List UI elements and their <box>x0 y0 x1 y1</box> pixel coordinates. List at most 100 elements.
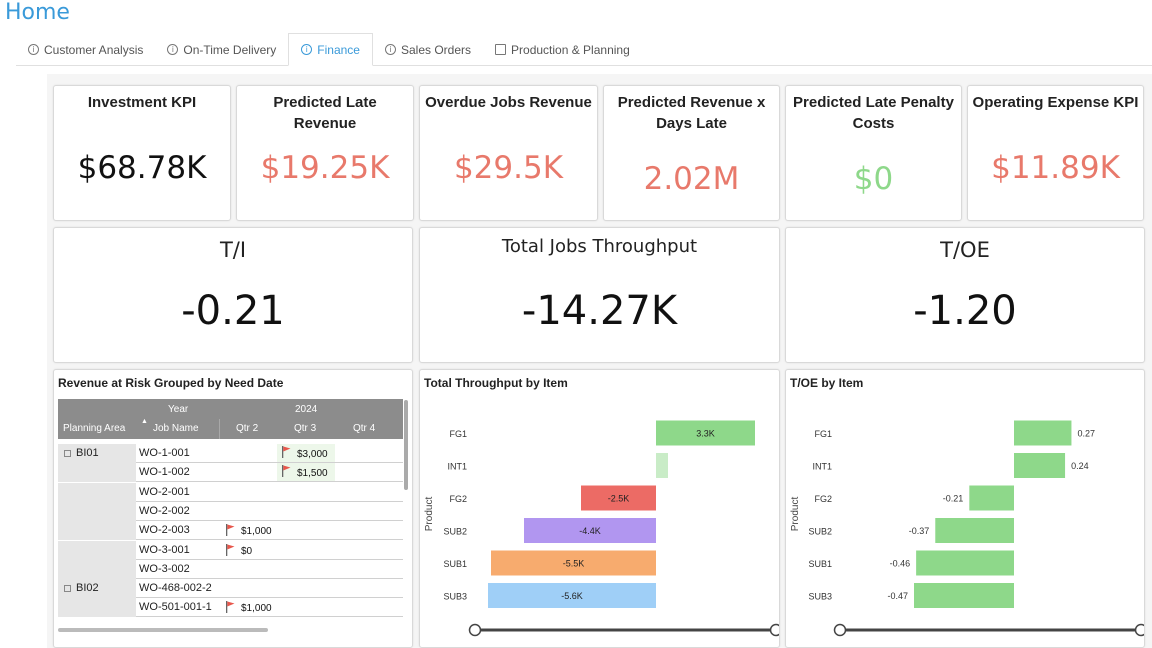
category-label: FG1 <box>449 429 467 439</box>
y-axis-title: Product <box>424 497 435 532</box>
tab-on-time-delivery[interactable]: i On-Time Delivery <box>155 33 288 66</box>
qtr4-header[interactable]: Qtr 4 <box>353 423 376 434</box>
bar <box>969 485 1014 511</box>
tab-finance[interactable]: i Finance <box>288 33 373 66</box>
range-slider-handle-right <box>1134 623 1144 637</box>
table-row[interactable]: BI02 WO-468-002-2 <box>58 579 403 599</box>
tab-customer-analysis[interactable]: i Customer Analysis <box>16 33 155 66</box>
data-label: -0.46 <box>890 559 911 569</box>
kpi-title: Investment KPI <box>87 94 197 111</box>
bar <box>524 518 656 543</box>
kpi-card-operating-expense[interactable]: Operating Expense KPI $11.89K <box>967 85 1144 221</box>
table-row[interactable]: WO-501-001-1 $1,000 <box>58 598 403 618</box>
planning-area-cell: BI02 <box>58 579 136 599</box>
kpi-card-total-jobs-throughput[interactable]: Total Jobs Throughput -14.27K <box>419 227 780 363</box>
planning-area-header[interactable]: Planning Area <box>63 423 126 434</box>
qtr4-cell <box>335 483 403 502</box>
cell-value: $1,000 <box>241 603 272 615</box>
table-row[interactable]: WO-2-003 $1,000 <box>58 521 403 541</box>
tab-label: Sales Orders <box>400 42 472 57</box>
kpi-card-predicted-revenue-days-late[interactable]: Predicted Revenue x Days Late 2.02M <box>603 85 780 221</box>
info-icon: i <box>167 44 179 55</box>
bar <box>656 420 755 446</box>
data-label: 3.3K <box>696 429 715 439</box>
table-row[interactable]: WO-3-002 <box>58 559 403 579</box>
table-row[interactable]: BI01 WO-1-001 $3,000 <box>58 444 403 463</box>
tab-label: Production & Planning <box>511 42 630 57</box>
kpi-title: Predicted Late Penalty Costs <box>793 94 954 132</box>
kpi-value: $0 <box>853 161 894 197</box>
planning-area-cell <box>58 463 136 483</box>
job-name-header[interactable]: Job Name <box>153 423 199 434</box>
qtr4-cell <box>335 598 403 618</box>
category-label: SUB1 <box>443 559 467 569</box>
kpi-card-overdue-jobs-revenue[interactable]: Overdue Jobs Revenue $29.5K <box>419 85 598 221</box>
data-label: -0.21 <box>943 494 964 504</box>
qtr3-cell <box>277 598 335 618</box>
panel-title: T/OE by Item <box>790 376 864 390</box>
qtr2-cell: $1,000 <box>219 598 277 618</box>
flag-icon <box>281 465 291 478</box>
info-icon: i <box>384 44 396 55</box>
toe-chart-panel[interactable]: T/OE by Item Product FG1 0.27 INT1 0.24 FG2 -0… <box>785 369 1145 648</box>
y-axis-title: Product <box>790 497 801 532</box>
data-label: -2.5K <box>608 494 630 504</box>
qtr2-header[interactable]: Qtr 2 <box>236 423 259 434</box>
qtr4-cell <box>335 463 403 483</box>
bar <box>488 583 656 608</box>
info-icon: i <box>301 44 313 55</box>
planning-area-cell: BI01 <box>58 444 136 463</box>
kpi-card-ti[interactable]: T/I -0.21 <box>53 227 413 363</box>
kpi-value: $29.5K <box>453 150 564 186</box>
kpi-value: $19.25K <box>260 150 390 186</box>
matrix-horizontal-scrollbar[interactable] <box>58 628 268 632</box>
table-row[interactable]: WO-3-001 $0 <box>58 540 403 560</box>
data-label: -5.5K <box>563 559 585 569</box>
throughput-bar-chart: Product FG1 3.3K INT1 FG2 -2.5K SUB2 -4.4K SUB1 -… <box>424 420 779 637</box>
collapse-icon[interactable] <box>64 585 71 593</box>
bar <box>914 583 1014 608</box>
qtr4-cell <box>335 521 403 541</box>
qtr3-cell <box>277 502 335 521</box>
range-slider-handle-left <box>468 623 482 637</box>
table-row[interactable]: WO-2-001 <box>58 482 403 502</box>
job-name-cell: WO-501-001-1 <box>136 598 219 618</box>
kpi-card-investment[interactable]: Investment KPI $68.78K <box>53 85 231 221</box>
throughput-chart-panel[interactable]: Total Throughput by Item Product FG1 3.3K I… <box>419 369 780 648</box>
data-label: -0.37 <box>909 526 930 536</box>
data-label: -0.47 <box>887 591 908 601</box>
qtr4-cell <box>335 560 403 579</box>
cell-value: $3,000 <box>297 449 328 460</box>
kpi-card-toe[interactable]: T/OE -1.20 <box>785 227 1145 363</box>
bar <box>491 550 656 576</box>
qtr2-cell <box>219 502 277 521</box>
qtr2-cell <box>219 444 277 463</box>
toe-bar-chart: Product FG1 0.27 INT1 0.24 FG2 -0.21 SUB2 -0.37 S… <box>790 420 1144 637</box>
planning-area-cell <box>58 521 136 541</box>
tab-label: Customer Analysis <box>44 42 144 57</box>
qtr2-cell: $0 <box>219 541 277 560</box>
tab-production-planning[interactable]: Production & Planning <box>483 33 642 66</box>
collapse-icon[interactable] <box>64 450 71 457</box>
year-header: Year <box>168 404 189 415</box>
bar <box>935 518 1014 543</box>
data-label: 0.27 <box>1077 429 1095 439</box>
panel-title: Total Throughput by Item <box>424 376 568 390</box>
tab-sales-orders[interactable]: i Sales Orders <box>373 33 483 66</box>
table-row[interactable]: WO-2-002 <box>58 501 403 521</box>
kpi-card-predicted-late-penalty[interactable]: Predicted Late Penalty Costs $0 <box>785 85 962 221</box>
kpi-value: -1.20 <box>913 288 1017 334</box>
kpi-card-predicted-late-revenue[interactable]: Predicted Late Revenue $19.25K <box>236 85 414 221</box>
kpi-title: Overdue Jobs Revenue <box>425 94 592 111</box>
revenue-at-risk-matrix-panel[interactable]: Revenue at Risk Grouped by Need Date Yea… <box>53 369 413 648</box>
matrix-table[interactable]: Year 2024 Planning Area ▲ Job Name Qtr 2… <box>58 399 403 627</box>
matrix-vertical-scrollbar[interactable] <box>404 400 408 490</box>
qtr3-header[interactable]: Qtr 3 <box>294 423 317 434</box>
table-row[interactable]: WO-1-002 $1,500 <box>58 463 403 483</box>
job-name-cell: WO-3-002 <box>136 560 219 579</box>
flag-icon <box>225 524 235 537</box>
kpi-title: T/OE <box>940 238 990 262</box>
kpi-title: Total Jobs Throughput <box>501 236 698 257</box>
range-slider-handle-left <box>833 623 847 637</box>
